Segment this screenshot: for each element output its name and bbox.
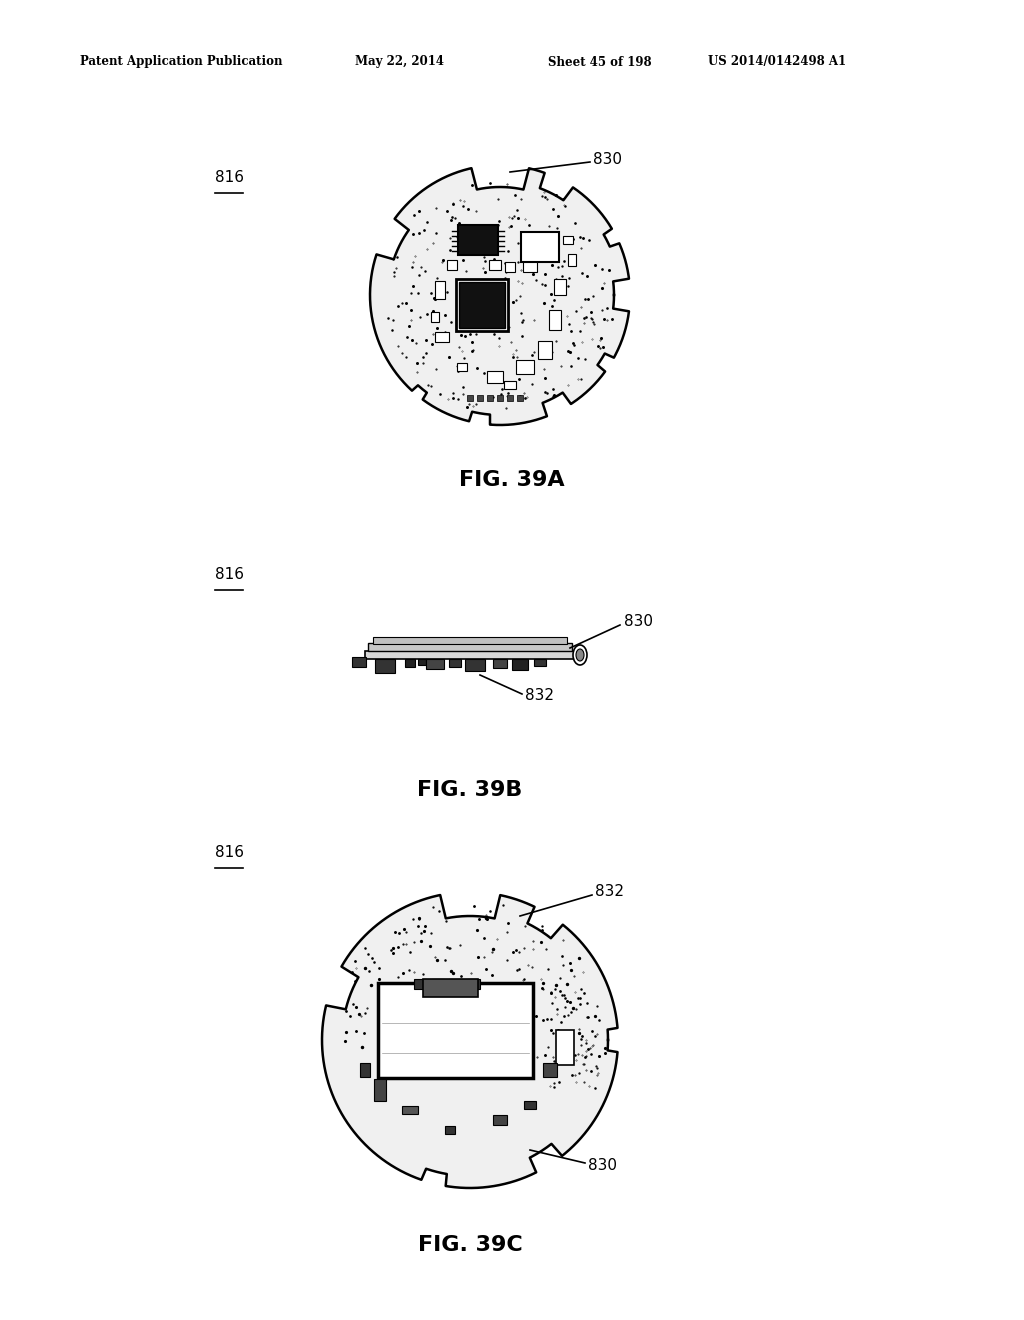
Text: 832: 832 xyxy=(595,884,624,899)
Bar xyxy=(447,260,457,271)
Polygon shape xyxy=(370,168,629,425)
Bar xyxy=(505,261,515,272)
Bar xyxy=(374,1078,386,1101)
Bar xyxy=(352,657,366,667)
Bar xyxy=(521,232,559,261)
Bar xyxy=(457,363,467,371)
Polygon shape xyxy=(322,895,617,1188)
Bar xyxy=(468,978,480,989)
Bar xyxy=(512,659,528,671)
Bar xyxy=(378,982,532,1077)
Bar xyxy=(554,279,566,294)
Bar xyxy=(459,282,505,327)
Text: Sheet 45 of 198: Sheet 45 of 198 xyxy=(548,55,651,69)
Bar xyxy=(543,1063,557,1077)
Text: US 2014/0142498 A1: US 2014/0142498 A1 xyxy=(708,55,846,69)
Bar xyxy=(375,659,395,673)
Bar xyxy=(423,978,477,997)
Bar xyxy=(497,395,503,401)
Bar xyxy=(432,978,444,989)
Bar xyxy=(445,1126,455,1134)
Bar xyxy=(489,260,501,271)
Ellipse shape xyxy=(575,649,584,661)
Bar xyxy=(435,333,449,342)
Bar xyxy=(517,395,523,401)
Bar xyxy=(487,371,503,383)
Bar xyxy=(418,659,426,665)
Bar xyxy=(507,395,513,401)
Text: 816: 816 xyxy=(215,170,244,185)
Bar xyxy=(450,978,462,989)
Bar xyxy=(487,395,493,401)
Text: 832: 832 xyxy=(525,688,554,702)
Bar xyxy=(568,253,575,267)
Bar xyxy=(524,1101,536,1109)
Bar xyxy=(549,310,561,330)
Text: FIG. 39A: FIG. 39A xyxy=(459,470,565,490)
Text: FIG. 39C: FIG. 39C xyxy=(418,1236,522,1255)
Bar xyxy=(538,341,552,359)
Ellipse shape xyxy=(573,645,587,665)
Text: May 22, 2014: May 22, 2014 xyxy=(355,55,444,69)
Bar xyxy=(467,395,473,401)
Bar xyxy=(368,643,572,651)
Text: FIG. 39B: FIG. 39B xyxy=(418,780,522,800)
Bar xyxy=(426,659,444,669)
Bar xyxy=(360,1063,370,1077)
Bar xyxy=(365,651,575,659)
Bar xyxy=(477,395,483,401)
Bar xyxy=(523,261,537,272)
Text: 816: 816 xyxy=(215,845,244,861)
Bar xyxy=(449,659,461,667)
Text: Patent Application Publication: Patent Application Publication xyxy=(80,55,283,69)
Bar xyxy=(563,236,573,244)
Bar xyxy=(406,659,415,667)
Bar xyxy=(435,281,445,300)
Bar xyxy=(414,978,426,989)
Bar xyxy=(504,381,516,389)
Bar xyxy=(373,638,567,644)
Bar xyxy=(555,1030,573,1065)
Bar xyxy=(516,360,534,374)
Bar xyxy=(493,1115,507,1125)
Text: 830: 830 xyxy=(588,1158,617,1172)
Bar xyxy=(456,279,508,331)
Text: 830: 830 xyxy=(624,615,653,630)
Bar xyxy=(493,659,507,668)
Bar xyxy=(458,224,498,255)
Bar xyxy=(431,312,439,322)
Bar xyxy=(465,659,485,671)
Bar xyxy=(402,1106,418,1114)
Text: 816: 816 xyxy=(215,568,244,582)
Bar xyxy=(534,659,546,667)
Text: 830: 830 xyxy=(593,153,622,168)
